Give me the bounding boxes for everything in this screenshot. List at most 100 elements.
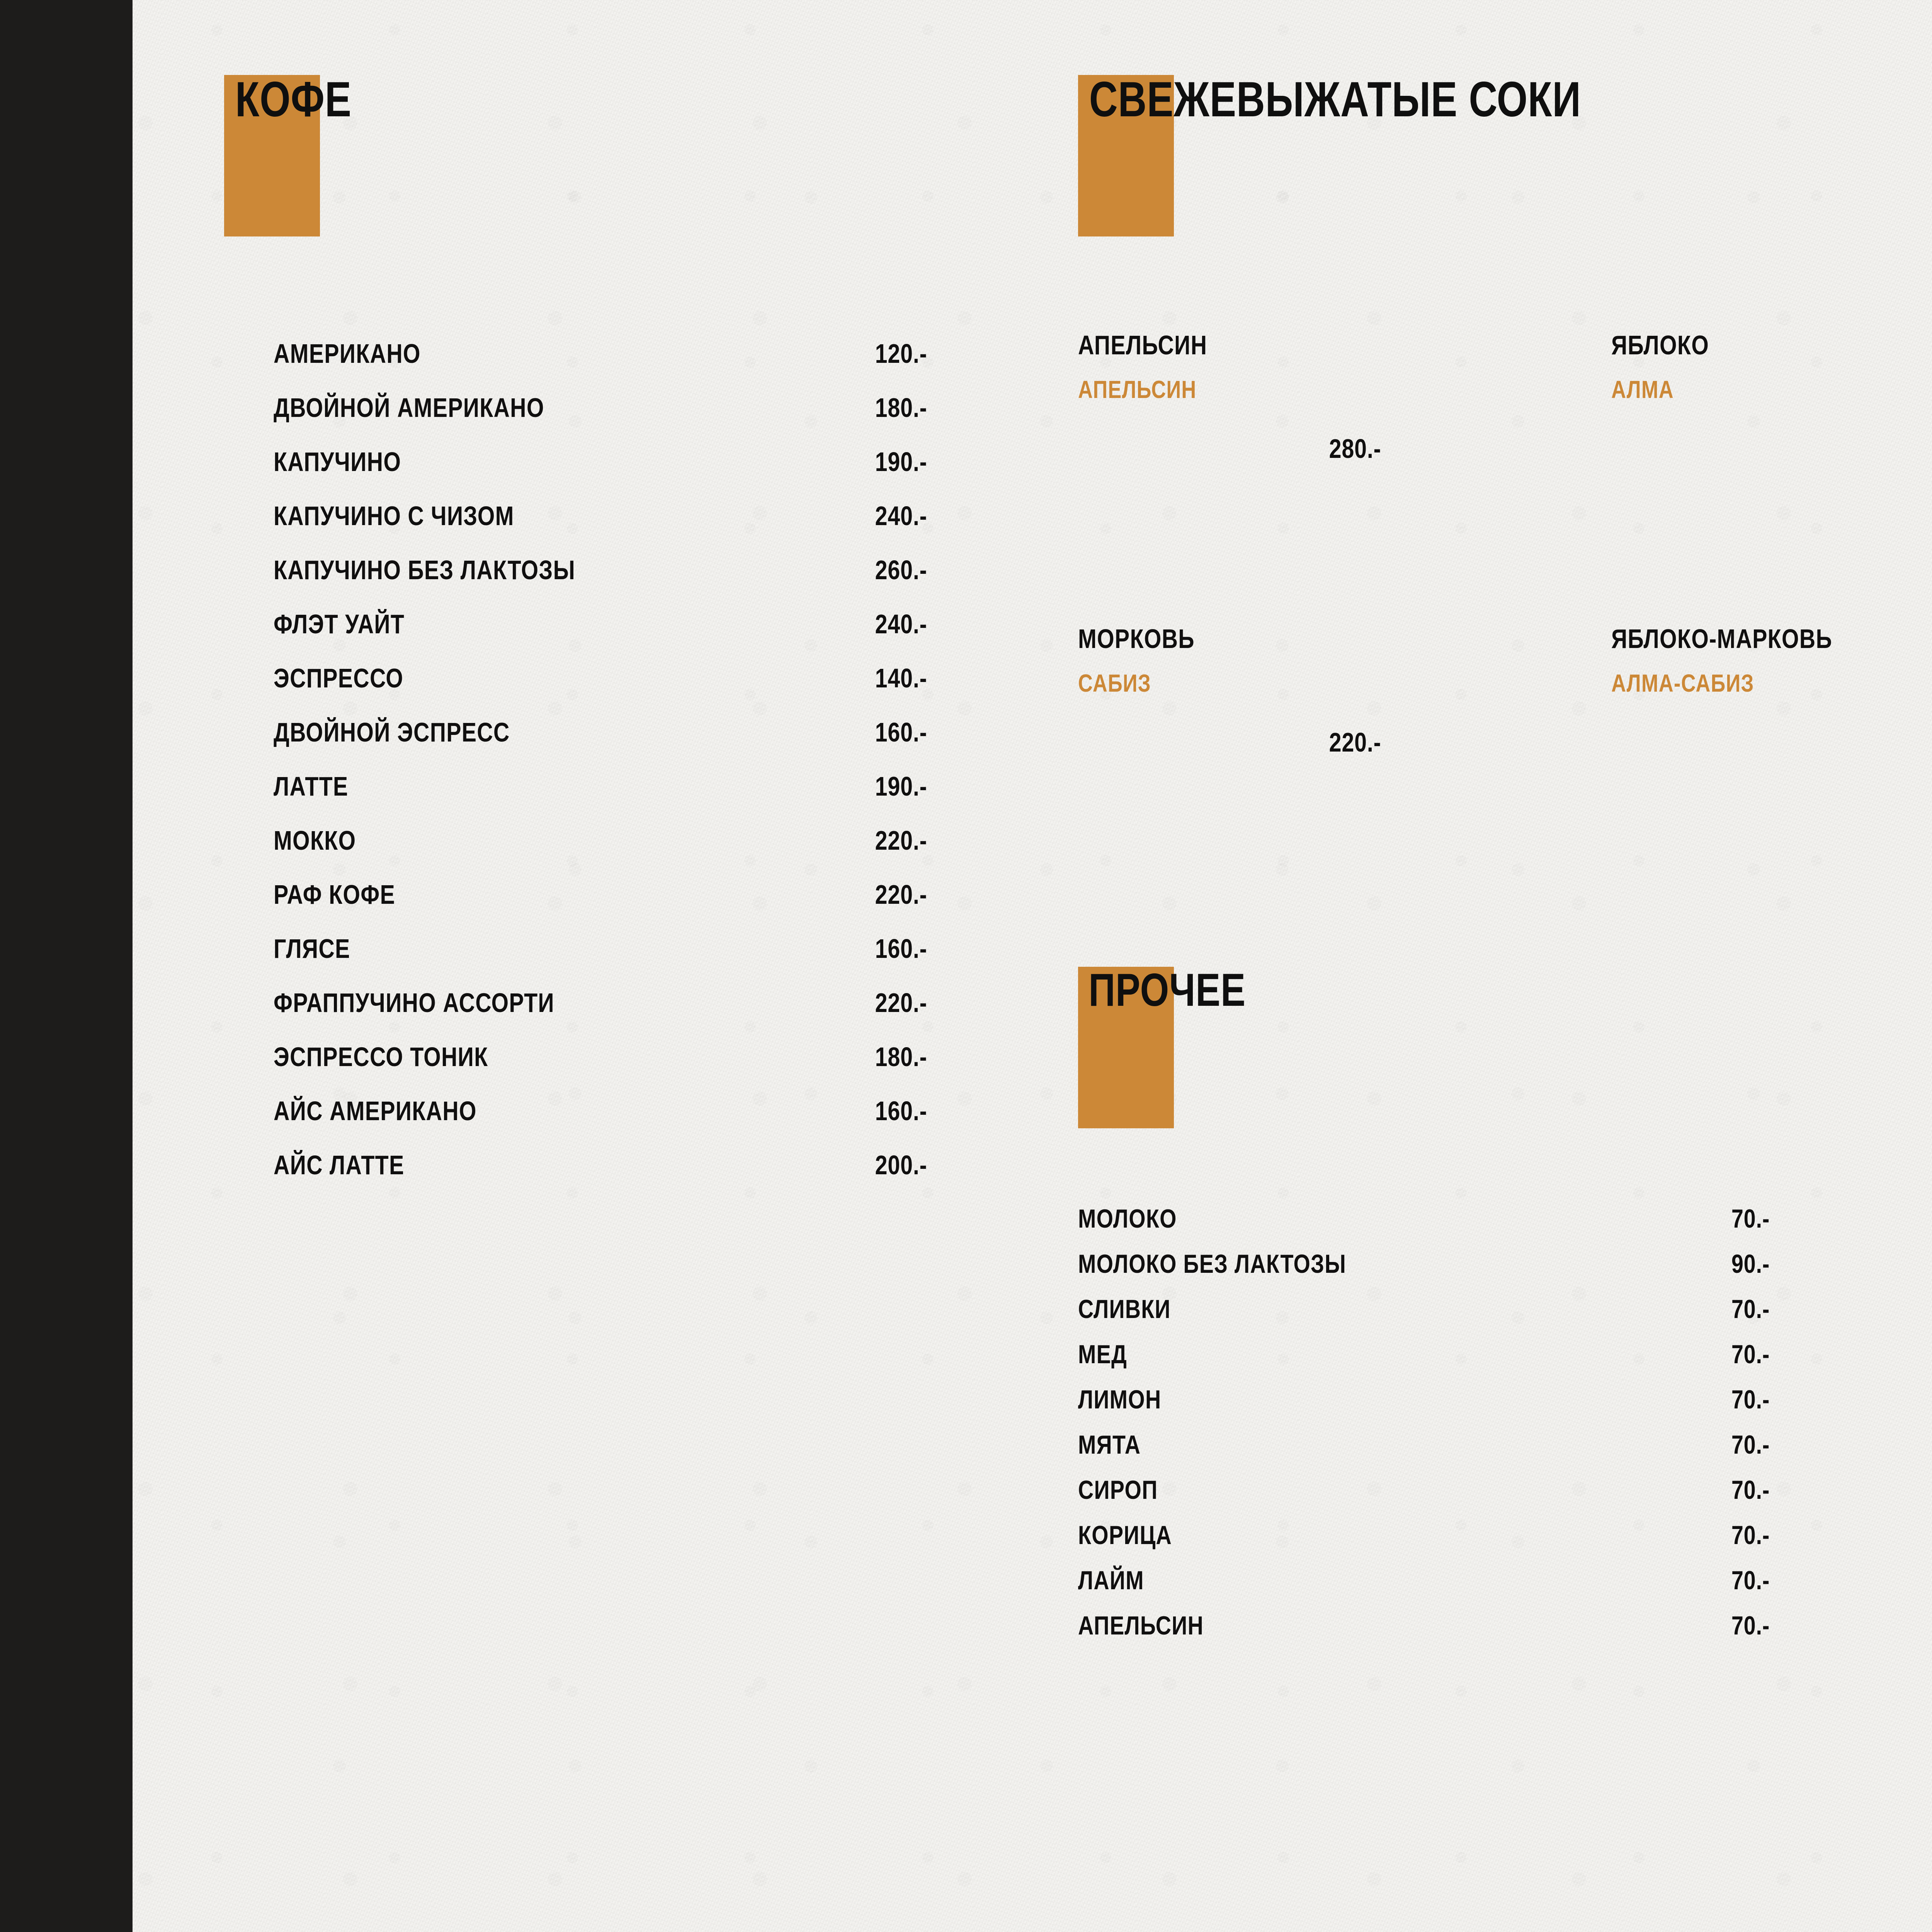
other-row: КОРИЦА 70.- [1078,1522,1770,1567]
coffee-item-price: 260.- [875,555,927,585]
juice-name-ru: ЯБЛОКО-МАРКОВЬ [1611,624,1832,654]
coffee-item-name: КАПУЧИНО С ЧИЗОМ [274,501,514,531]
accent-chip [1078,967,1174,1128]
coffee-row: ДВОЙНОЙ АМЕРИКАНО 180.- [274,394,927,448]
coffee-item-name: АМЕРИКАНО [274,338,421,369]
left-dark-spine [0,0,133,1932]
coffee-row: КАПУЧИНО С ЧИЗОМ 240.- [274,502,927,556]
other-row: АПЕЛЬСИН 70.- [1078,1612,1770,1658]
coffee-item-price: 240.- [875,609,927,639]
other-row: СЛИВКИ 70.- [1078,1296,1770,1341]
coffee-row: МОККО 220.- [274,827,927,881]
other-item-price: 70.- [1731,1475,1770,1505]
juice-item-price: 280.- [1329,434,1381,464]
coffee-row: АЙС ЛАТТЕ 200.- [274,1151,927,1206]
coffee-item-name: РАФ КОФЕ [274,879,396,910]
other-item-name: ЛАЙМ [1078,1566,1144,1595]
other-row: МОЛОКО 70.- [1078,1206,1770,1251]
other-item-name: МОЛОКО [1078,1204,1177,1233]
coffee-item-price: 160.- [875,1096,927,1126]
other-item-name: СИРОП [1078,1475,1158,1505]
coffee-item-name: ЭСПРЕССО ТОНИК [274,1042,488,1072]
coffee-section-heading: КОФЕ [224,72,920,236]
coffee-row: КАПУЧИНО БЕЗ ЛАКТОЗЫ 260.- [274,556,927,611]
other-item-list: МОЛОКО 70.- МОЛОКО БЕЗ ЛАКТОЗЫ 90.- СЛИВКИ 70… [1078,1206,1770,1658]
coffee-item-price: 160.- [875,717,927,747]
coffee-item-list: АМЕРИКАНО 120.- ДВОЙНОЙ АМЕРИКАНО 180.- КАПУ… [274,340,927,1206]
other-item-price: 70.- [1731,1520,1770,1550]
coffee-row: ЛАТТЕ 190.- [274,773,927,827]
other-row: СИРОП 70.- [1078,1477,1770,1522]
coffee-item-name: ЛАТТЕ [274,771,349,801]
coffee-item-name: ГЛЯСЕ [274,934,350,964]
other-item-price: 70.- [1731,1611,1770,1640]
other-row: ЛИМОН 70.- [1078,1386,1770,1432]
other-section-heading: ПРОЧЕЕ [1078,964,1932,1128]
other-item-price: 70.- [1731,1340,1770,1369]
juice-name-ru: АПЕЛЬСИН [1078,330,1208,360]
other-row: ЛАЙМ 70.- [1078,1567,1770,1612]
coffee-row: ФРАППУЧИНО АССОРТИ 220.- [274,989,927,1043]
juice-name-kz: АЛМА [1611,376,1674,403]
coffee-item-name: АЙС АМЕРИКАНО [274,1096,477,1126]
other-item-price: 70.- [1731,1204,1770,1233]
other-item-name: ЛИМОН [1078,1385,1162,1414]
coffee-item-price: 200.- [875,1150,927,1180]
coffee-item-name: МОККО [274,825,356,855]
other-row: МЯТА 70.- [1078,1432,1770,1477]
coffee-item-name: ФРАППУЧИНО АССОРТИ [274,988,554,1018]
coffee-item-price: 220.- [875,825,927,855]
coffee-row: ФЛЭТ УАЙТ 240.- [274,611,927,665]
coffee-item-price: 160.- [875,934,927,964]
juice-item-price: 220.- [1329,727,1381,757]
other-item-price: 70.- [1731,1385,1770,1414]
coffee-item-price: 190.- [875,771,927,801]
other-item-price: 70.- [1731,1430,1770,1459]
juice-cell: ЯБЛОКОАЛМА240.- [1611,332,1932,625]
other-heading-label: ПРОЧЕЕ [1088,964,1246,1016]
juice-name-kz: АЛМА-САБИЗ [1611,669,1754,697]
coffee-item-name: ДВОЙНОЙ ЭСПРЕСС [274,717,510,747]
other-item-name: МЯТА [1078,1430,1141,1459]
other-row: МОЛОКО БЕЗ ЛАКТОЗЫ 90.- [1078,1251,1770,1296]
coffee-row: ЭСПРЕССО 140.- [274,665,927,719]
coffee-item-name: АЙС ЛАТТЕ [274,1150,405,1180]
coffee-row: АМЕРИКАНО 120.- [274,340,927,394]
juice-item-grid: АПЕЛЬСИНАПЕЛЬСИН280.-ЯБЛОКОАЛМА240.-МОРК… [1078,332,1932,919]
coffee-item-name: ДВОЙНОЙ АМЕРИКАНО [274,393,544,423]
other-item-price: 90.- [1731,1249,1770,1279]
coffee-item-price: 220.- [875,988,927,1018]
other-item-name: МОЛОКО БЕЗ ЛАКТОЗЫ [1078,1249,1347,1279]
other-row: МЕД 70.- [1078,1341,1770,1386]
coffee-item-name: ЭСПРЕССО [274,663,404,693]
coffee-section: КОФЕ АМЕРИКАНО 120.- ДВОЙНОЙ АМЕРИКАНО 180.… [224,22,927,1179]
other-item-name: МЕД [1078,1340,1128,1369]
juice-cell: АПЕЛЬСИН АПЕЛЬСИН 280.- [1078,332,1611,625]
fresh-juices-section: СВЕЖЕВЫЖАТЫЕ СОКИ АПЕЛЬСИН АПЕЛЬСИН 280.- Я… [1078,22,1932,756]
accent-chip [1078,75,1174,236]
coffee-item-price: 180.- [875,1042,927,1072]
coffee-heading-label: КОФЕ [235,72,352,127]
coffee-item-name: ФЛЭТ УАЙТ [274,609,405,639]
juice-cell: МОРКОВЬ САБИЗ 220.- [1078,625,1611,919]
juice-name-ru: ЯБЛОКО [1611,330,1709,360]
juice-name-ru: МОРКОВЬ [1078,624,1195,654]
coffee-item-price: 140.- [875,663,927,693]
juices-heading-label: СВЕЖЕВЫЖАТЫЕ СОКИ [1089,72,1581,127]
juice-name-kz: САБИЗ [1078,669,1151,697]
coffee-item-price: 220.- [875,879,927,910]
coffee-item-name: КАПУЧИНО БЕЗ ЛАКТОЗЫ [274,555,576,585]
coffee-item-price: 240.- [875,501,927,531]
coffee-row: АЙС АМЕРИКАНО 160.- [274,1097,927,1151]
coffee-row: ЭСПРЕССО ТОНИК 180.- [274,1043,927,1097]
coffee-row: РАФ КОФЕ 220.- [274,881,927,935]
other-section: ПРОЧЕЕ МОЛОКО 70.- МОЛОКО БЕЗ ЛАКТОЗЫ 90.- С… [1078,912,1932,1639]
coffee-item-name: КАПУЧИНО [274,447,401,477]
coffee-row: ДВОЙНОЙ ЭСПРЕСС 160.- [274,719,927,773]
other-item-price: 70.- [1731,1566,1770,1595]
coffee-row: КАПУЧИНО 190.- [274,448,927,502]
other-item-price: 70.- [1731,1294,1770,1324]
coffee-item-price: 120.- [875,338,927,369]
